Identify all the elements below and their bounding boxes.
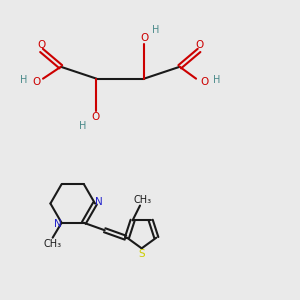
Text: N: N (95, 197, 103, 207)
Text: O: O (38, 40, 46, 50)
Text: O: O (32, 76, 40, 87)
Text: N: N (54, 219, 62, 229)
Text: O: O (195, 40, 203, 50)
Text: S: S (138, 249, 145, 259)
Text: CH₃: CH₃ (133, 195, 151, 205)
Text: H: H (20, 75, 27, 85)
Text: H: H (213, 75, 220, 85)
Text: H: H (152, 25, 160, 34)
Text: CH₃: CH₃ (44, 239, 62, 249)
Text: O: O (91, 112, 99, 122)
Text: H: H (80, 121, 87, 131)
Text: O: O (201, 76, 209, 87)
Text: O: O (140, 33, 148, 43)
